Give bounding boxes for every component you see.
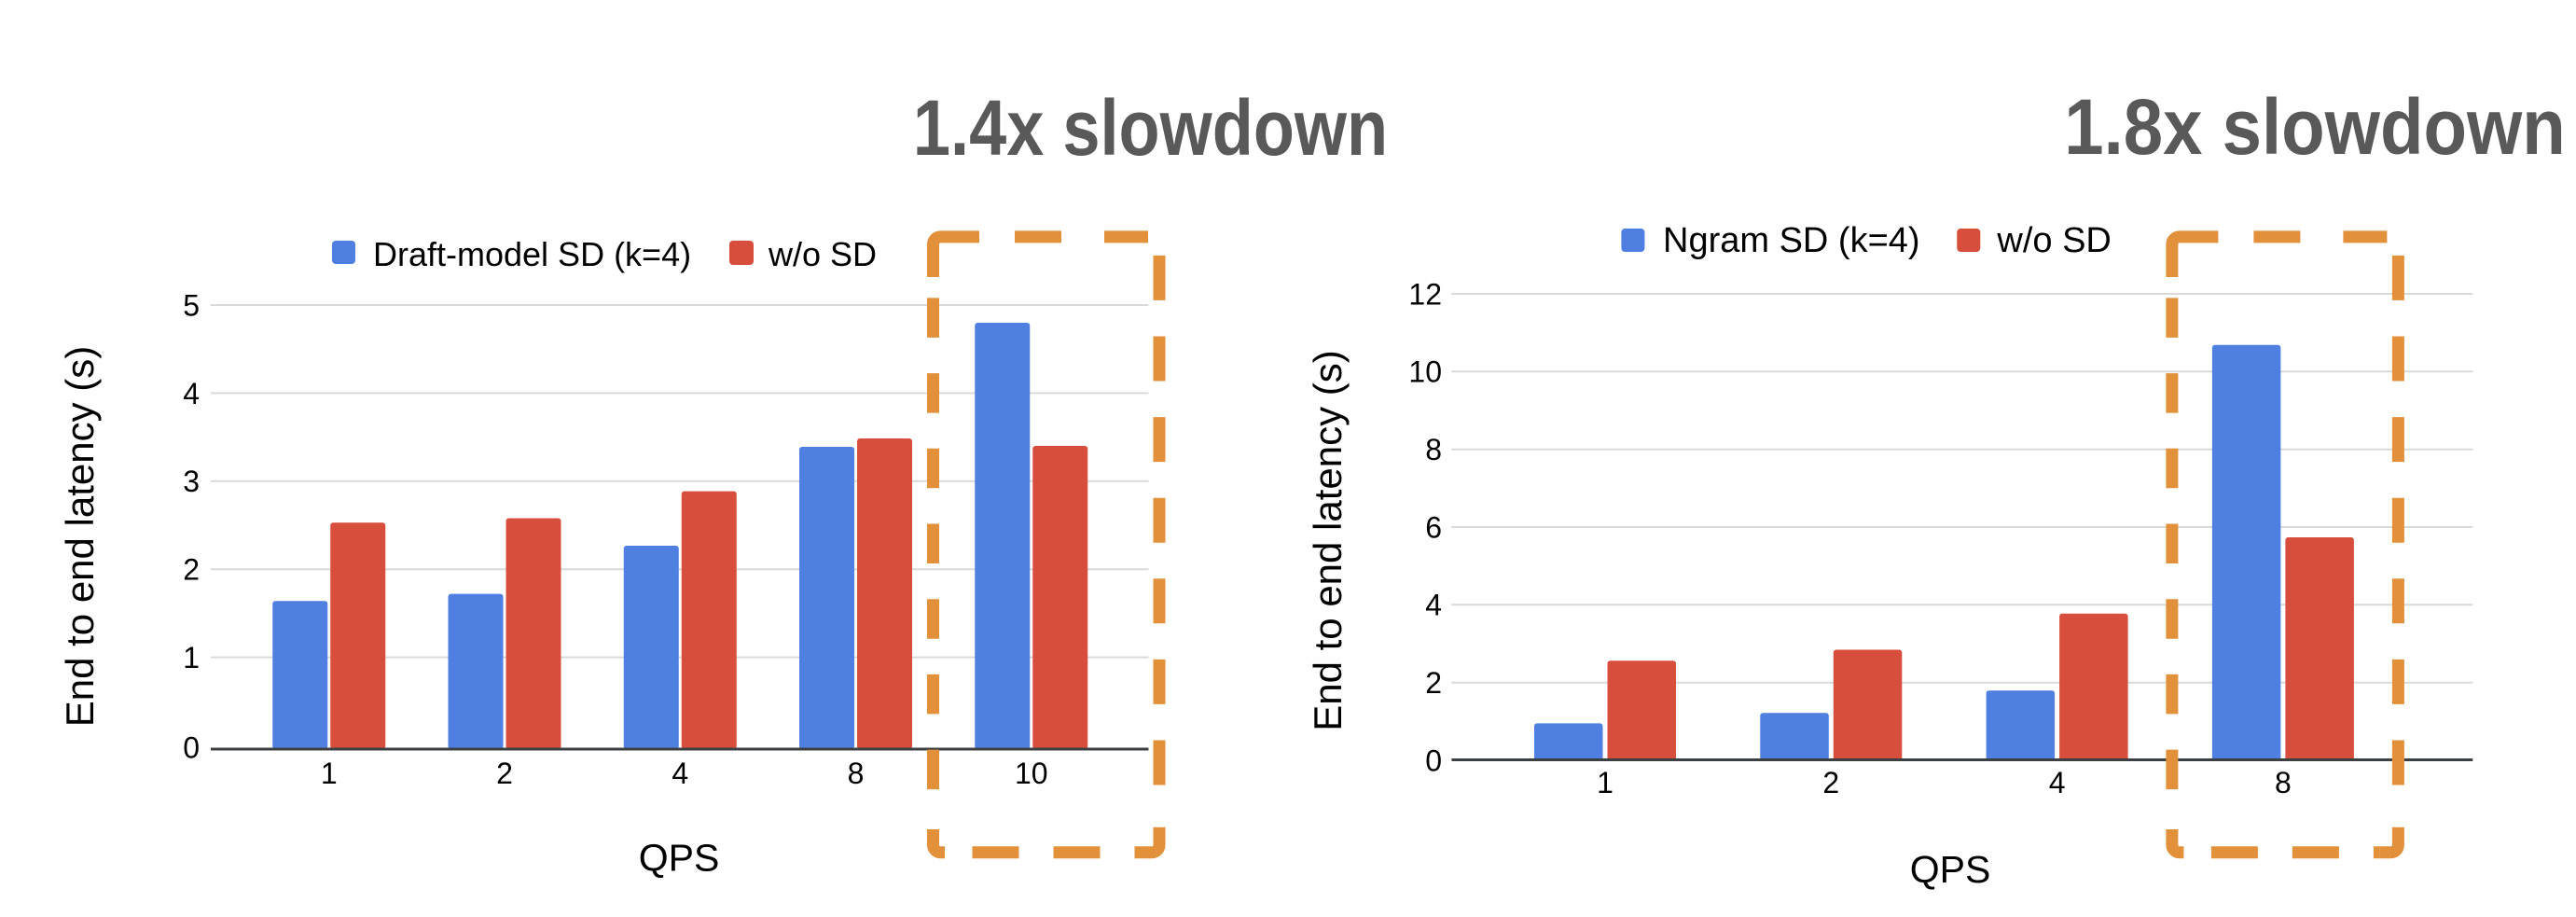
svg-text:End to end latency (s): End to end latency (s): [58, 346, 102, 728]
svg-text:12: 12: [1408, 277, 1442, 311]
svg-text:10: 10: [1015, 757, 1048, 790]
svg-text:8: 8: [2275, 766, 2292, 799]
svg-text:8: 8: [848, 757, 865, 790]
svg-text:6: 6: [1425, 510, 1442, 544]
svg-text:4: 4: [183, 377, 200, 410]
svg-text:1: 1: [1597, 766, 1613, 799]
svg-text:5: 5: [183, 288, 200, 322]
svg-text:0: 0: [1425, 743, 1442, 777]
svg-text:0: 0: [183, 730, 200, 764]
svg-text:QPS: QPS: [1910, 848, 1991, 891]
svg-text:1.8x slowdown: 1.8x slowdown: [2064, 83, 2566, 171]
svg-text:2: 2: [1425, 666, 1442, 700]
svg-text:1: 1: [183, 641, 200, 674]
svg-text:Draft-model SD (k=4): Draft-model SD (k=4): [373, 235, 691, 273]
svg-text:2: 2: [183, 553, 200, 587]
svg-text:End to end latency (s): End to end latency (s): [1306, 350, 1350, 731]
svg-text:1: 1: [321, 757, 338, 790]
svg-text:4: 4: [672, 757, 688, 790]
svg-text:2: 2: [1822, 766, 1839, 799]
svg-text:w/o SD: w/o SD: [1996, 221, 2111, 260]
svg-text:Ngram SD (k=4): Ngram SD (k=4): [1663, 221, 1920, 260]
svg-text:3: 3: [183, 465, 200, 498]
svg-text:w/o SD: w/o SD: [768, 235, 877, 273]
svg-text:4: 4: [1425, 589, 1442, 622]
svg-text:QPS: QPS: [639, 837, 720, 880]
svg-text:2: 2: [496, 757, 513, 790]
svg-text:10: 10: [1408, 355, 1442, 389]
svg-text:8: 8: [1425, 433, 1442, 466]
svg-text:1.4x slowdown: 1.4x slowdown: [913, 84, 1388, 172]
svg-text:4: 4: [2049, 766, 2066, 799]
